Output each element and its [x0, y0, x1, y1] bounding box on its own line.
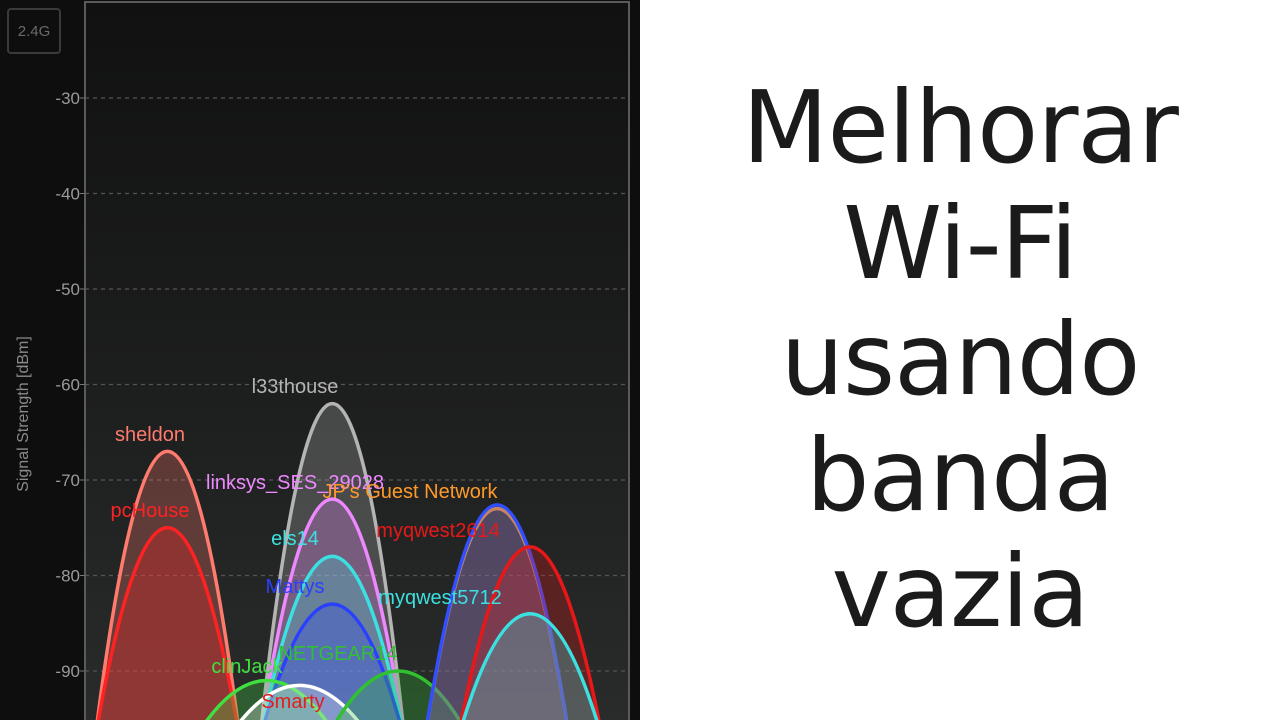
- y-axis-title: Signal Strength [dBm]: [15, 336, 32, 492]
- network-ssid-label: linksys_SES_29028: [206, 472, 384, 494]
- y-tick-label: -40: [55, 185, 80, 204]
- y-tick-label: -60: [55, 376, 80, 395]
- caption-line-1: Melhorar: [742, 69, 1179, 186]
- y-tick-label: -70: [55, 471, 80, 490]
- network-ssid-label: l33thouse: [252, 376, 339, 398]
- network-signal-curve: [261, 497, 404, 720]
- network-ssid-label: els14: [271, 528, 319, 550]
- network-ssid-label: NETGEAR14: [279, 643, 398, 665]
- wifi-analyzer-screen: -30 -40 -50 -60 -70 -80 -90 sheldon pcHouse l33t…: [0, 0, 640, 720]
- band-label: 2.4G: [17, 22, 51, 40]
- network-ssid-label: clinJack: [211, 656, 283, 678]
- channel-graph: -30 -40 -50 -60 -70 -80 -90 sheldon pcHouse l33t…: [15, 1, 630, 720]
- caption-line-2: Wi-Fi: [843, 185, 1078, 302]
- caption-line-4: banda: [806, 417, 1115, 534]
- network-signal-curve: [459, 545, 601, 720]
- network-signal-curve: [260, 402, 405, 720]
- network-signal-curve: [239, 683, 360, 720]
- y-tick-label: -30: [55, 89, 80, 108]
- network-ssid-label: sheldon: [115, 424, 185, 446]
- plot-area: [84, 1, 630, 720]
- network-ssid-label: Mattys: [266, 576, 325, 598]
- y-tick-label: -50: [55, 280, 80, 299]
- network-signal-curve: [205, 678, 328, 720]
- network-ssid-label: pcHouse: [111, 500, 190, 522]
- network-signal-curve: [95, 449, 240, 720]
- y-tick-label: -90: [55, 662, 80, 681]
- network-ssid-label: myqwest5712: [378, 587, 501, 609]
- network-ssid-label: myqwest2614: [376, 520, 499, 542]
- band-toggle-button[interactable]: 2.4G: [7, 8, 61, 54]
- network-signal-curve: [426, 503, 569, 720]
- network-ssid-label: JP's Guest Network: [323, 481, 499, 503]
- network-ssid-label: Smarty: [261, 691, 324, 713]
- caption-line-5: vazia: [831, 533, 1089, 650]
- caption-line-3: usando: [780, 301, 1141, 418]
- network-signal-curve: [96, 526, 239, 720]
- y-tick-label: -80: [55, 567, 80, 586]
- caption-panel: Melhorar Wi-Fi usando banda vazia: [640, 0, 1280, 720]
- network-signal-curve: [461, 611, 599, 720]
